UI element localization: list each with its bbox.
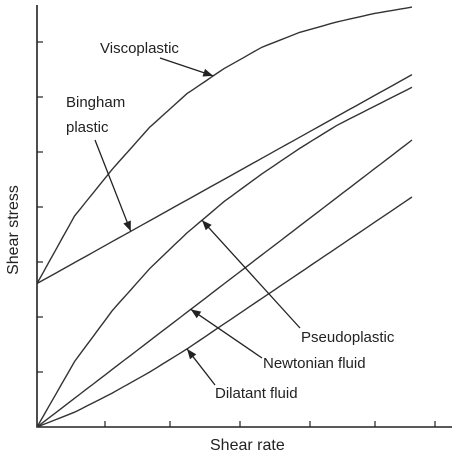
arrow-pseudoplastic-shaft — [201, 219, 301, 329]
arrow-pseudoplastic-head — [202, 220, 212, 231]
label-newtonian: Newtonian fluid — [263, 355, 366, 372]
label-bingham-line2: plastic — [66, 119, 109, 136]
axis-lines — [36, 5, 452, 428]
x-axis-title: Shear rate — [210, 437, 285, 454]
chart-axes — [36, 5, 452, 428]
curve-dilatant — [36, 196, 413, 428]
chart-curves — [36, 6, 413, 428]
label-viscoplastic: Viscoplastic — [100, 40, 179, 57]
curve-pseudoplastic — [36, 86, 413, 428]
arrow-newtonian-head — [190, 309, 202, 319]
chart-arrows — [94, 57, 301, 386]
curve-viscoplastic — [36, 6, 413, 284]
curve-bingham-plastic — [36, 73, 413, 285]
label-dilatant: Dilatant fluid — [215, 385, 298, 402]
arrow-dilatant-head — [187, 348, 197, 360]
curve-newtonian — [36, 139, 413, 428]
arrow-viscoplastic-head — [202, 68, 214, 77]
label-bingham-line1: Bingham — [66, 94, 125, 111]
y-axis-title: Shear stress — [5, 185, 22, 275]
arrow-bingham-shaft — [94, 139, 132, 232]
label-pseudoplastic: Pseudoplastic — [301, 329, 395, 346]
arrow-newtonian-shaft — [190, 308, 263, 359]
arrow-bingham-head — [123, 220, 131, 232]
